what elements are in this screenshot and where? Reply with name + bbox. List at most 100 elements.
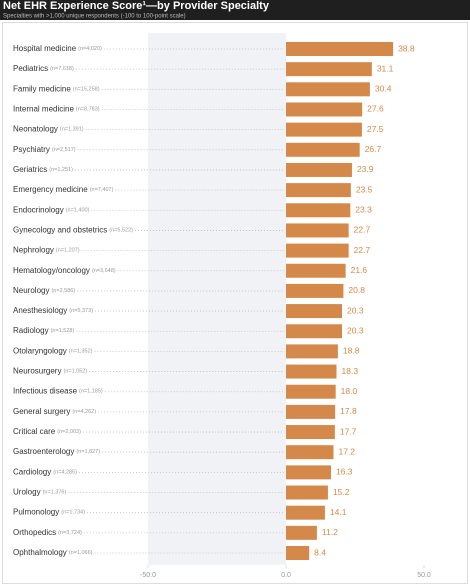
bar <box>286 546 310 560</box>
category-name: Radiology <box>13 326 49 335</box>
category-name: Gastroenterology <box>13 447 74 456</box>
panel <box>2 22 468 584</box>
bar <box>286 485 328 500</box>
bar <box>286 384 336 399</box>
bar <box>286 525 317 540</box>
category-label: Urology (n=1,376) <box>13 488 66 497</box>
sample-size: (n=8,783) <box>76 107 100 113</box>
category-name: Endocrinology <box>13 205 64 214</box>
sample-size: (n=7,618) <box>50 67 74 73</box>
x-tick-label: 50.0 <box>417 572 431 579</box>
category-label: Radiology (n=1,528) <box>13 326 74 335</box>
category-name: General surgery <box>13 407 70 416</box>
category-label: Gastroenterology (n=1,827) <box>13 447 100 456</box>
value-label: 17.2 <box>338 446 355 456</box>
category-name: Urology <box>13 488 41 497</box>
category-name: Infectious disease <box>13 387 78 396</box>
category-label: Cardiology (n=4,285) <box>13 467 77 476</box>
category-name: Hematology/oncology <box>13 266 90 275</box>
category-name: Neurology <box>13 286 49 295</box>
bar <box>286 122 362 137</box>
bar <box>286 223 349 238</box>
category-name: Hospital medicine <box>13 44 77 53</box>
sample-size: (n=4,020) <box>78 46 102 52</box>
bar <box>286 142 360 157</box>
value-label: 20.3 <box>347 305 364 315</box>
category-name: Nephrology <box>13 246 54 255</box>
category-label: Gynecology and obstetrics (n=5,522) <box>13 226 133 235</box>
value-label: 18.8 <box>343 346 360 356</box>
value-label: 15.2 <box>333 487 350 497</box>
x-tick-label: 0.0 <box>281 572 291 579</box>
sample-size: (n=7,407) <box>90 188 114 194</box>
sample-size: (n=2,517) <box>52 147 76 153</box>
value-label: 38.8 <box>398 43 415 53</box>
bar <box>286 263 346 278</box>
sample-size: (n=1,052) <box>63 369 87 375</box>
chart-title: Net EHR Experience Score¹—by Provider Sp… <box>3 0 270 12</box>
value-label: 16.3 <box>336 467 353 477</box>
value-label: 17.8 <box>340 406 357 416</box>
x-tick-label: -50.0 <box>140 572 156 579</box>
bar <box>286 62 372 77</box>
bar <box>286 344 338 359</box>
chart-subtitle: Specialties with >1,000 unique responden… <box>3 14 186 20</box>
category-name: Neonatology <box>13 125 58 134</box>
value-label: 20.3 <box>347 325 364 335</box>
category-label: Hospital medicine (n=4,020) <box>13 44 102 53</box>
sample-size: (n=1,734) <box>61 510 85 516</box>
value-label: 18.0 <box>341 386 358 396</box>
value-label: 30.4 <box>375 84 392 94</box>
sample-size: (n=1,400) <box>66 208 90 214</box>
sample-size: (n=1,207) <box>56 248 80 254</box>
category-name: Neurosurgery <box>13 367 61 376</box>
category-label: Endocrinology (n=1,400) <box>13 205 90 214</box>
sample-size: (n=15,258) <box>73 87 100 93</box>
bar <box>286 445 334 460</box>
value-label: 21.6 <box>351 265 368 275</box>
category-label: Neonatology (n=1,391) <box>13 125 84 134</box>
bar <box>286 82 370 97</box>
sample-size: (n=2,586) <box>51 288 75 294</box>
sample-size: (n=5,522) <box>109 228 133 234</box>
category-label: Otolaryngology (n=1,352) <box>13 347 93 356</box>
category-name: Psychiatry <box>13 145 50 154</box>
category-label: Ophthalmology (n=1,066) <box>13 548 93 557</box>
sample-size: (n=1,185) <box>79 389 103 395</box>
bar <box>286 425 335 440</box>
bar <box>286 324 343 339</box>
category-label: Neurology (n=2,586) <box>13 286 75 295</box>
bar <box>286 505 325 520</box>
category-label: Pulmonology (n=1,734) <box>13 508 85 517</box>
category-name: Family medicine <box>13 84 71 93</box>
sample-size: (n=1,391) <box>60 127 84 133</box>
value-label: 26.7 <box>365 144 382 154</box>
value-label: 23.9 <box>357 164 374 174</box>
category-name: Gynecology and obstetrics <box>13 226 107 235</box>
category-label: Pediatrics (n=7,618) <box>13 64 74 73</box>
category-label: Nephrology (n=1,207) <box>13 246 80 255</box>
bar <box>286 364 337 379</box>
category-label: Critical care (n=2,003) <box>13 427 81 436</box>
category-name: Geriatrics <box>13 165 47 174</box>
bar <box>286 102 363 117</box>
category-label: Psychiatry (n=2,517) <box>13 145 76 154</box>
value-label: 23.3 <box>355 205 372 215</box>
sample-size: (n=2,003) <box>57 429 81 435</box>
value-label: 11.2 <box>322 527 338 537</box>
bar <box>286 404 336 419</box>
sample-size: (n=1,066) <box>69 550 93 556</box>
sample-size: (n=4,262) <box>72 409 96 415</box>
sample-size: (n=1,827) <box>76 450 100 456</box>
title-band <box>0 0 470 20</box>
category-label: Anesthesiology (n=5,373) <box>13 306 93 315</box>
bar <box>286 162 352 177</box>
sample-size: (n=5,373) <box>69 309 93 315</box>
category-label: Neurosurgery (n=1,052) <box>13 367 87 376</box>
sample-size: (n=4,285) <box>53 470 77 476</box>
category-name: Orthopedics <box>13 528 56 537</box>
sample-size: (n=3,648) <box>92 268 116 274</box>
category-name: Anesthesiology <box>13 306 67 315</box>
value-label: 22.7 <box>354 225 371 235</box>
